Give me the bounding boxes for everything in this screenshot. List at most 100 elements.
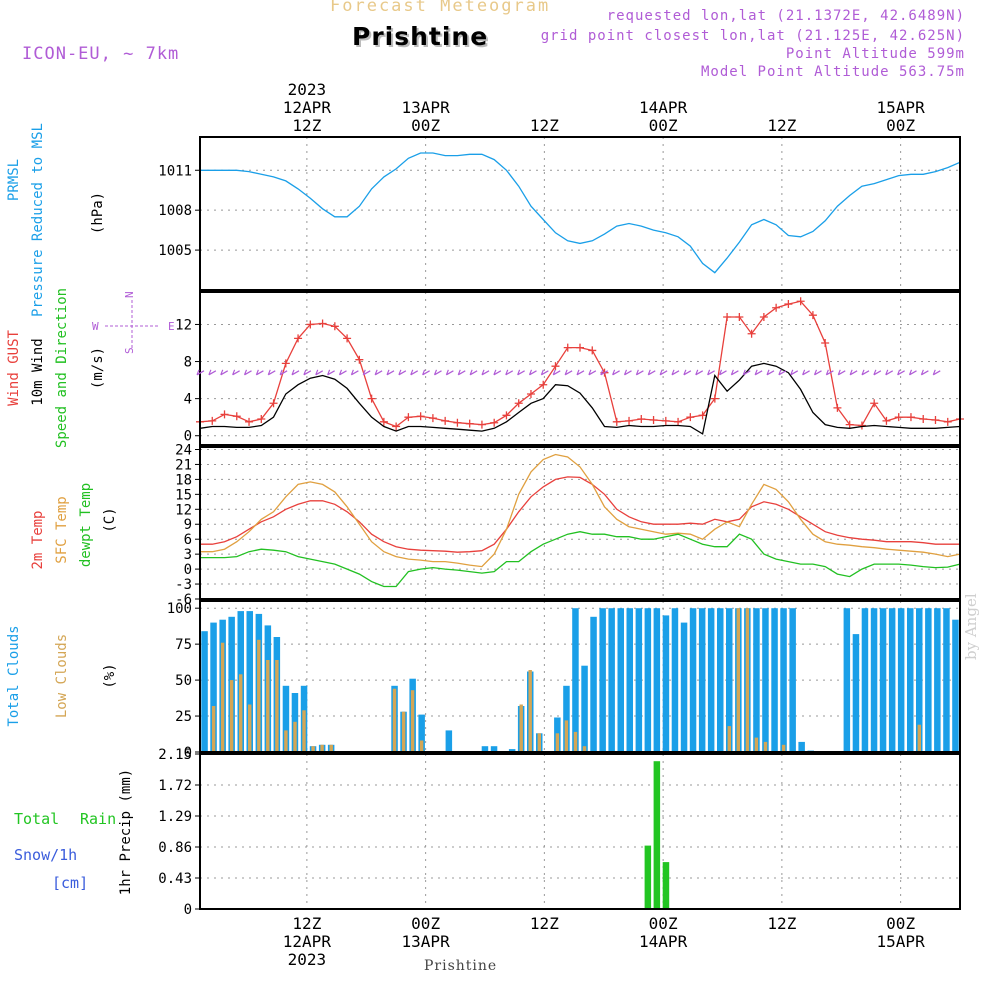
wind-gust-marker [404,413,413,422]
wind-gust-marker [857,421,866,430]
bottom-axis-label: 12APR [283,932,332,951]
wind-gust-marker [698,411,707,420]
clouds-bar [572,608,579,752]
wind-ytick-label: 0 [184,429,192,445]
wind-direction-arrow [873,369,882,376]
top-axis-label: 00Z [886,116,915,135]
wind-direction-arrow [410,369,419,376]
clouds-bar [753,608,760,752]
clouds-bar [698,608,706,752]
wind-gust-marker [490,418,499,427]
wind-direction-arrow [493,369,502,376]
clouds-ytick-label: 100 [167,601,192,617]
clouds-bar [626,608,633,752]
temperature-series-1 [200,453,961,568]
clouds-bar [248,704,252,752]
precip-label-unit: 1hr Precip (mm) [118,769,134,895]
wind-direction-arrow [576,369,585,376]
wind-gust-marker [563,343,572,352]
pressure-label-desc: Pressure Reduced to MSL [30,123,46,317]
wind-gust-marker [441,416,450,425]
top-axis-label: 13APR [402,98,451,117]
compass-s: S [123,347,136,354]
point-altitude: Point Altitude 599m [785,46,965,62]
clouds-bar [519,704,523,752]
clouds-bar [419,740,424,752]
clouds-bar [635,608,643,752]
wind-direction-arrow [433,369,442,376]
wind-direction-arrow [802,369,810,376]
wind-gust-marker [514,399,523,408]
wind-gust-marker [759,313,768,322]
temperature-series-2 [200,531,961,588]
top-axis-label: 00Z [411,116,440,135]
top-axis-label: 15APR [877,98,926,117]
clouds-bar [564,720,569,752]
wind-gust-marker [269,399,278,408]
wind-direction-arrow [528,369,537,376]
temperature-ytick-label: 18 [175,472,192,488]
clouds-bar [925,608,932,752]
clouds-bar [210,622,217,752]
clouds-bar [717,608,724,752]
temp-label-2m: 2m Temp [30,510,46,569]
precip-ytick-label: 1.72 [158,778,192,794]
wind-direction-arrow [849,369,858,376]
clouds-bar [680,622,688,752]
wind-gust-marker [379,417,388,426]
wind-direction-arrow [232,369,240,376]
temperature-ytick-label: 15 [175,487,192,503]
temperature-ytick-label: -6 [175,592,192,608]
clouds-bar [763,741,768,752]
clouds-bar [798,741,805,752]
pressure-ytick-label: 1005 [158,243,192,259]
top-axis-label: 14APR [639,98,688,117]
clouds-bar [410,690,415,752]
wind-gust-marker [343,334,352,343]
wind-direction-arrow [374,369,383,376]
wind-direction-arrow [517,369,525,376]
wind-direction-arrow [778,369,787,376]
bottom-axis-label: 00Z [649,914,678,933]
clouds-label-total: Total Clouds [6,625,22,726]
wind-direction-arrow [386,369,395,376]
wind-direction-arrow [291,369,300,376]
wind-gust-marker [220,410,229,419]
clouds-bar [220,642,225,752]
clouds-bar [537,733,541,752]
wind-gust-marker [208,416,217,425]
clouds-bar [418,714,425,752]
wind-direction-arrow [564,369,573,376]
wind-gust-marker [453,418,462,427]
temp-label-sfc: SFC Temp [54,496,70,563]
bottom-axis-label: 12Z [767,914,796,933]
wind-gust-marker [919,415,928,424]
clouds-bar [644,608,652,752]
wind-direction-arrow [920,369,929,376]
pressure-frame [199,136,961,291]
temperature-ytick-label: -3 [175,577,192,593]
wind-gust-marker [588,346,597,355]
wind-direction-arrow [635,369,644,376]
precip-bar [653,761,661,909]
wind-label-gust: Wind GUST [6,330,22,406]
clouds-bar [302,710,306,752]
clouds-bar [320,744,324,752]
wind-gust-marker [294,334,303,343]
pressure-label-unit: (hPa) [90,192,106,234]
wind-gust-marker [318,319,327,328]
clouds-bar [917,724,921,752]
wind-gust-marker [539,380,548,389]
wind-gust-marker [821,339,830,347]
wind-direction-arrow [243,369,252,376]
wind-direction-arrow [683,369,692,376]
wind-direction-arrow [742,369,751,376]
clouds-bar [771,608,778,752]
precip-ytick-label: 0 [184,902,192,918]
wind-direction-arrow [469,369,478,376]
wind-gust-marker [330,322,339,331]
model-label: ICON-EU, ~ 7km [22,44,180,64]
wind-gust-marker [306,320,315,329]
wind-gust-marker [232,412,241,421]
